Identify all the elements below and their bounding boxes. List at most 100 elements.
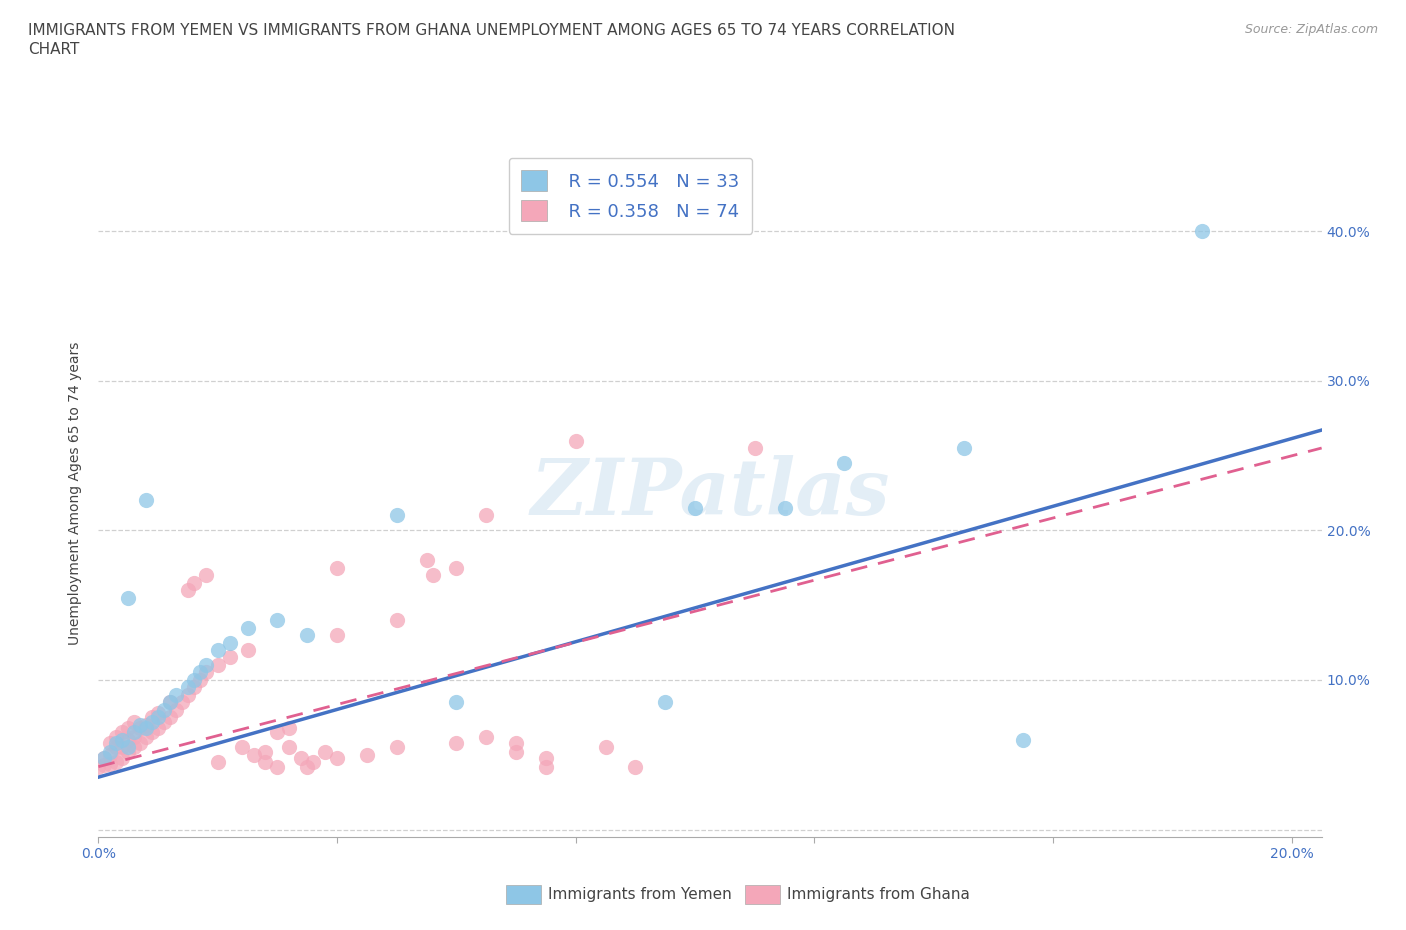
Point (105, 729, 128, 744)
Point (773, 500, 796, 515)
Point (153, 714, 176, 729)
Point (111, 724, 134, 739)
Point (207, 643, 229, 658)
Point (122, 739, 145, 754)
Point (159, 695, 181, 710)
Point (326, 751, 349, 765)
Point (356, 748, 378, 763)
Point (117, 744, 139, 759)
Point (415, 552, 437, 567)
Point (105, 755, 128, 770)
Point (183, 672, 205, 687)
Point (98, 736, 121, 751)
Text: ZIPatlas: ZIPatlas (530, 455, 890, 531)
Point (218, 650, 240, 665)
Point (122, 729, 145, 744)
Point (141, 710, 163, 724)
Point (624, 759, 647, 774)
Point (183, 680, 205, 695)
Point (278, 739, 301, 754)
Point (385, 613, 408, 628)
Point (595, 739, 617, 754)
Point (194, 567, 217, 582)
Point (505, 736, 527, 751)
Point (278, 721, 301, 736)
Point (111, 732, 134, 747)
Point (141, 714, 163, 729)
Point (105, 736, 128, 751)
Point (165, 687, 187, 702)
Point (111, 739, 134, 754)
Point (194, 665, 217, 680)
Point (207, 755, 229, 770)
Point (98, 748, 121, 763)
Point (446, 560, 468, 575)
Point (297, 759, 319, 774)
Point (266, 724, 288, 739)
Text: Source: ZipAtlas.com: Source: ZipAtlas.com (1244, 23, 1378, 36)
Point (744, 441, 766, 456)
Point (122, 724, 145, 739)
Point (266, 613, 288, 628)
Point (654, 695, 676, 710)
Text: Immigrants from Yemen: Immigrants from Yemen (548, 887, 733, 902)
Point (177, 680, 200, 695)
Point (385, 739, 408, 754)
Point (159, 710, 181, 724)
Point (446, 695, 468, 710)
Point (242, 748, 264, 763)
Point (302, 755, 325, 770)
Point (135, 729, 157, 744)
Point (117, 732, 139, 747)
Point (683, 500, 706, 515)
Point (146, 710, 169, 724)
Point (129, 721, 152, 736)
Point (297, 628, 319, 643)
Point (952, 441, 974, 456)
Point (534, 759, 557, 774)
Point (135, 493, 157, 508)
Point (207, 658, 229, 672)
Point (135, 717, 157, 732)
Point (98, 756, 121, 771)
Point (266, 759, 288, 774)
Point (98, 744, 121, 759)
Point (218, 635, 240, 650)
Point (314, 744, 336, 759)
Point (475, 729, 498, 744)
Point (183, 576, 205, 591)
Point (105, 739, 128, 754)
Point (1191, 223, 1213, 238)
Point (446, 736, 468, 751)
Point (122, 714, 145, 729)
Point (385, 508, 408, 523)
Point (146, 705, 169, 720)
Text: IMMIGRANTS FROM YEMEN VS IMMIGRANTS FROM GHANA UNEMPLOYMENT AMONG AGES 65 TO 74 : IMMIGRANTS FROM YEMEN VS IMMIGRANTS FROM… (28, 23, 955, 38)
Point (236, 620, 259, 635)
Point (165, 702, 187, 717)
Point (117, 721, 139, 736)
Point (129, 717, 152, 732)
Point (422, 567, 444, 582)
Point (231, 739, 253, 754)
Text: Immigrants from Ghana: Immigrants from Ghana (787, 887, 970, 902)
Point (326, 628, 349, 643)
Legend:   R = 0.554   N = 33,   R = 0.358   N = 74: R = 0.554 N = 33, R = 0.358 N = 74 (509, 158, 752, 233)
Point (93, 751, 115, 765)
Point (117, 739, 139, 754)
Point (254, 755, 277, 770)
Point (141, 724, 163, 739)
Point (290, 751, 312, 765)
Point (170, 695, 193, 710)
Point (505, 744, 527, 759)
Point (254, 744, 277, 759)
Point (177, 687, 200, 702)
Point (194, 658, 217, 672)
Point (135, 721, 157, 736)
Point (159, 695, 181, 710)
Point (153, 702, 176, 717)
Point (188, 672, 211, 687)
Point (534, 751, 557, 765)
Point (117, 591, 139, 605)
Y-axis label: Unemployment Among Ages 65 to 74 years: Unemployment Among Ages 65 to 74 years (69, 341, 83, 644)
